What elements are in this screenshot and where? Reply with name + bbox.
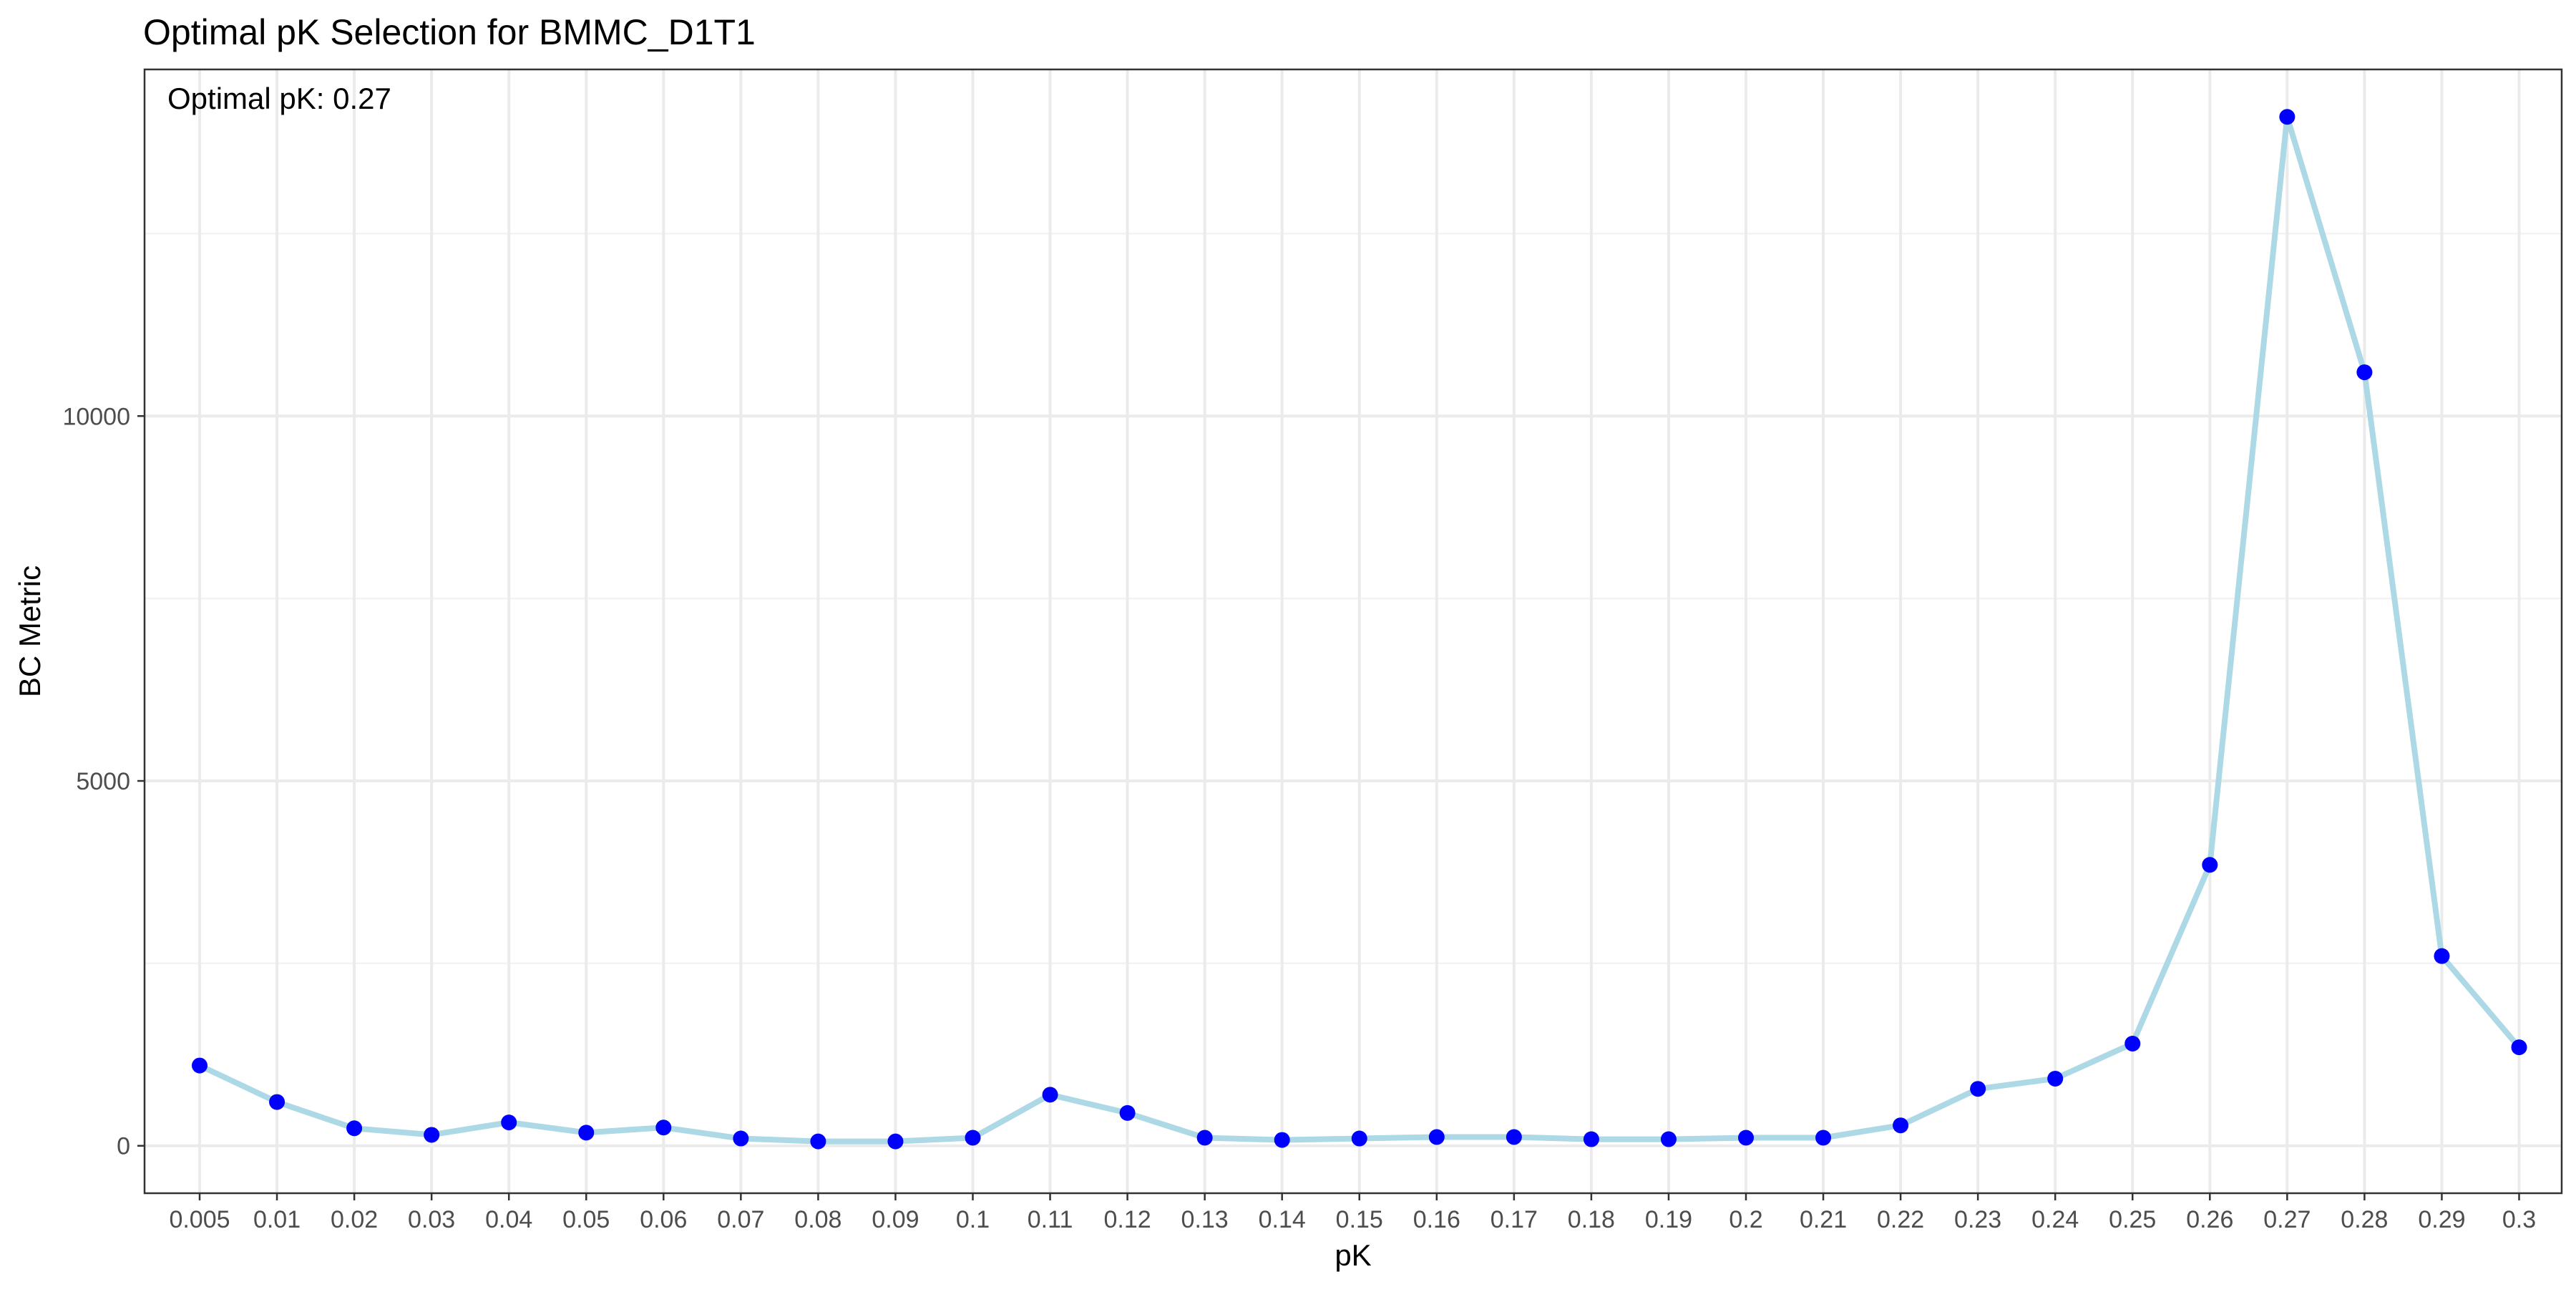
x-tick-label: 0.21: [1800, 1206, 1847, 1233]
x-tick-label: 0.14: [1259, 1206, 1306, 1233]
x-tick-label: 0.15: [1336, 1206, 1383, 1233]
grid: [145, 69, 2562, 1193]
x-tick-label: 0.02: [331, 1206, 378, 1233]
data-point: [1274, 1132, 1290, 1148]
y-axis-title: BC Metric: [13, 565, 47, 697]
x-tick-label: 0.04: [485, 1206, 532, 1233]
x-tick-label: 0.16: [1413, 1206, 1460, 1233]
x-tick-label: 0.18: [1568, 1206, 1615, 1233]
data-point: [578, 1125, 595, 1141]
x-tick-label: 0.24: [2031, 1206, 2079, 1233]
data-point: [1506, 1129, 1522, 1145]
x-tick-label: 0.23: [1954, 1206, 2001, 1233]
data-point: [269, 1094, 286, 1110]
x-tick-label: 0.06: [640, 1206, 687, 1233]
x-tick-label: 0.26: [2186, 1206, 2233, 1233]
x-axis-ticks: 0.005 0.01 0.02 0.03 0.04 0.05 0.06 0.07 0.08 0.0…: [169, 1193, 2536, 1233]
data-point: [346, 1120, 363, 1137]
x-tick-label: 0.25: [2109, 1206, 2156, 1233]
data-point: [424, 1127, 440, 1143]
x-tick-label: 0.09: [872, 1206, 919, 1233]
data-point: [2124, 1036, 2141, 1052]
data-point: [1815, 1130, 1832, 1146]
data-point: [887, 1133, 904, 1150]
x-tick-label: 0.22: [1877, 1206, 1924, 1233]
data-point: [192, 1057, 208, 1074]
data-point: [1893, 1117, 1909, 1134]
x-tick-label: 0.2: [1729, 1206, 1762, 1233]
x-tick-label: 0.11: [1028, 1206, 1073, 1233]
x-tick-label: 0.28: [2341, 1206, 2388, 1233]
x-tick-label: 0.08: [794, 1206, 841, 1233]
data-point: [1660, 1131, 1677, 1147]
x-axis-title: pK: [1335, 1238, 1371, 1272]
y-axis-ticks: 0 5000 10000: [62, 403, 145, 1160]
data-point: [1119, 1104, 1136, 1121]
data-point: [1583, 1131, 1599, 1147]
optimal-pk-annotation: Optimal pK: 0.27: [167, 82, 391, 115]
y-tick-label: 0: [117, 1133, 130, 1160]
data-point: [2356, 364, 2373, 381]
x-tick-label: 0.03: [408, 1206, 455, 1233]
data-point: [655, 1119, 672, 1136]
chart-title: Optimal pK Selection for BMMC_D1T1: [143, 12, 756, 52]
data-point: [2279, 109, 2296, 125]
data-point: [2047, 1070, 2064, 1087]
data-point: [1196, 1130, 1213, 1146]
y-tick-label: 10000: [62, 403, 130, 430]
data-point: [965, 1130, 981, 1146]
x-tick-label: 0.3: [2502, 1206, 2536, 1233]
data-point: [1738, 1130, 1754, 1146]
data-point: [1970, 1081, 1986, 1097]
data-point: [810, 1133, 826, 1150]
x-tick-label: 0.12: [1104, 1206, 1151, 1233]
x-tick-label: 0.27: [2263, 1206, 2311, 1233]
x-tick-label: 0.29: [2418, 1206, 2465, 1233]
data-point: [2434, 948, 2450, 964]
x-tick-label: 0.13: [1181, 1206, 1229, 1233]
data-point: [2202, 857, 2218, 873]
x-tick-label: 0.005: [169, 1206, 230, 1233]
data-point: [733, 1130, 749, 1147]
data-point: [501, 1114, 517, 1131]
data-point: [1428, 1129, 1445, 1145]
x-tick-label: 0.1: [956, 1206, 990, 1233]
data-point: [1351, 1130, 1367, 1147]
x-tick-label: 0.17: [1491, 1206, 1538, 1233]
x-tick-label: 0.01: [253, 1206, 301, 1233]
data-point: [2511, 1039, 2527, 1056]
x-tick-label: 0.07: [717, 1206, 764, 1233]
data-point: [1042, 1087, 1058, 1103]
y-tick-label: 5000: [76, 768, 130, 795]
x-tick-label: 0.19: [1645, 1206, 1692, 1233]
plot-panel-border: [143, 68, 2563, 1195]
data-points: [192, 109, 2527, 1150]
x-tick-label: 0.05: [562, 1206, 610, 1233]
